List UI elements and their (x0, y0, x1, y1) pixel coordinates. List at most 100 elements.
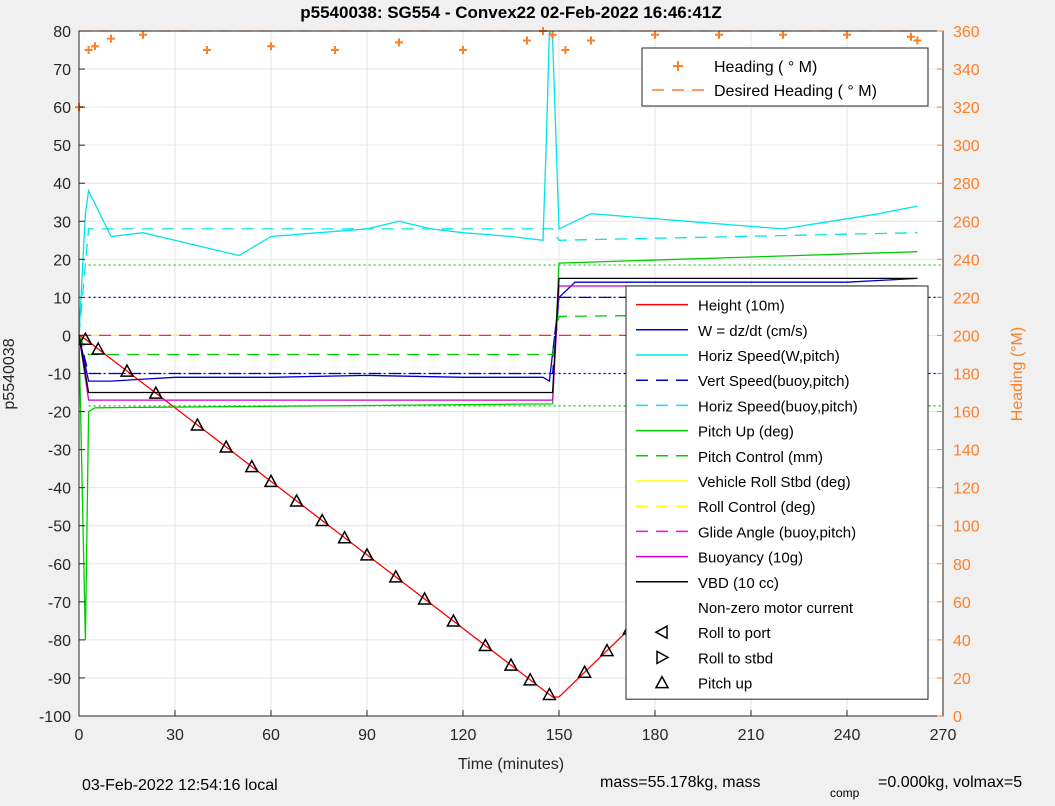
x-tick-label: 60 (262, 727, 280, 744)
y-left-tick-label: 60 (53, 100, 71, 117)
y-right-tick-label: 40 (953, 633, 971, 650)
series-line (78, 251, 918, 640)
y-left-tick-label: 20 (53, 252, 71, 269)
heading-point (913, 36, 922, 45)
x-tick-label: 0 (75, 727, 84, 744)
y-left-tick-label: 10 (53, 290, 71, 307)
chart-title: p5540038: SG554 - Convex22 02-Feb-2022 1… (300, 3, 721, 22)
legend-label: Horiz Speed(W,pitch) (698, 348, 840, 365)
legend-bottom: Height (10m) W = dz/dt (cm/s) Horiz Speed(… (625, 285, 929, 700)
pitch-up-marker (359, 547, 375, 561)
pitch-up-marker (417, 591, 432, 605)
y-right-tick-label: 280 (953, 176, 980, 193)
y-left-tick-label: -70 (48, 595, 71, 612)
pitch-up-marker (263, 473, 279, 488)
heading-point (91, 42, 99, 51)
pitch-up-marker (148, 385, 164, 399)
legend-top: Heading ( ° M) Desired Heading ( ° M) (641, 47, 929, 107)
x-tick-label: 120 (450, 727, 477, 744)
pitch-up-marker (78, 331, 93, 345)
x-tick-label: 90 (358, 727, 376, 744)
y-right-tick-label: 260 (953, 214, 980, 231)
y-right-tick-label: 100 (953, 519, 980, 536)
legend-label: Pitch Up (deg) (698, 424, 794, 441)
y-right-tick-label: 20 (953, 671, 971, 688)
x-tick-label: 270 (930, 727, 957, 744)
y-left-tick-label: -50 (48, 519, 71, 536)
y-left-tick-label: -20 (48, 405, 71, 422)
y-left-tick-label: -100 (39, 709, 71, 726)
y-left-tick-label: -40 (48, 481, 71, 498)
pitch-up-marker (542, 686, 557, 701)
legend-label: VBD (10 cc) (698, 575, 779, 592)
x-tick-label: 210 (738, 727, 765, 744)
y-right-tick-label: 340 (953, 62, 980, 79)
y-right-tick-label: 300 (953, 138, 980, 155)
footer-comp-subscript: comp (830, 786, 860, 800)
y-left-tick-label: -10 (48, 367, 71, 384)
y-axis-right-label: Heading (°M) (1009, 327, 1026, 421)
y-axis-left-label: p5540038 (1, 338, 18, 409)
legend-label: Pitch up (698, 676, 752, 693)
y-left-tick-label: 70 (53, 62, 71, 79)
y-right-tick-label: 160 (953, 405, 980, 422)
pitch-up-marker (119, 363, 135, 377)
legend-swatch (656, 650, 670, 665)
heading-point (107, 34, 115, 43)
pitch-up-marker (244, 459, 260, 473)
heading-point (523, 36, 531, 45)
heading-point (587, 36, 595, 45)
heading-point (561, 46, 570, 55)
footer-volmax: =0.000kg, volmax=5 (878, 774, 1022, 791)
y-left-tick-label: -90 (48, 671, 71, 688)
legend-label: Roll Control (deg) (698, 499, 816, 516)
legend-swatch (654, 624, 668, 640)
legend-label: Glide Angle (buoy,pitch) (698, 524, 856, 541)
pitch-up-marker (190, 417, 205, 431)
pitch-up-marker (289, 493, 304, 507)
pitch-up-marker (522, 672, 538, 686)
y-left-tick-label: 40 (53, 176, 71, 193)
heading-point (715, 30, 723, 39)
heading-point (139, 30, 147, 39)
series-line (78, 228, 918, 336)
y-right-ticks: 3603403203002802602402202001801601401201… (937, 24, 980, 726)
legend-label: Pitch Control (mm) (698, 449, 823, 466)
y-right-tick-label: 180 (953, 367, 980, 384)
legend-label: Desired Heading ( ° M) (714, 83, 877, 100)
pitch-up-marker (218, 439, 234, 453)
x-tick-label: 150 (546, 727, 573, 744)
legend-swatch (673, 61, 683, 71)
legend-label: Vehicle Roll Stbd (deg) (698, 474, 851, 491)
y-left-tick-label: -80 (48, 633, 71, 650)
pitch-up-marker (478, 637, 493, 652)
y-right-tick-label: 240 (953, 252, 980, 269)
series-line (78, 30, 918, 336)
y-right-tick-label: 120 (953, 481, 980, 498)
series-line (78, 296, 918, 375)
y-right-tick-label: 60 (953, 595, 971, 612)
x-axis-label: Time (minutes) (458, 756, 564, 773)
y-left-tick-label: -30 (48, 443, 71, 460)
pitch-up-marker (599, 643, 615, 657)
x-tick-label: 180 (642, 727, 669, 744)
y-right-tick-label: 140 (953, 443, 980, 460)
heading-point (651, 30, 659, 39)
y-left-tick-label: 30 (53, 214, 71, 231)
y-right-tick-label: 220 (953, 290, 980, 307)
legend-label: Horiz Speed(buoy,pitch) (698, 398, 858, 415)
legend-label: Buoyancy (10g) (698, 550, 803, 567)
pitch-up-marker (503, 657, 519, 671)
y-left-tick-label: 80 (53, 24, 71, 41)
footer-local-time: 03-Feb-2022 12:54:16 local (82, 777, 278, 794)
pitch-up-marker (90, 341, 106, 355)
x-tick-label: 30 (166, 727, 184, 744)
legend-label: Heading ( ° M) (714, 59, 817, 76)
pitch-up-marker (337, 530, 352, 544)
footer-mass: mass=55.178kg, mass (600, 774, 761, 791)
legend-label: Roll to stbd (698, 650, 773, 667)
heading-point (203, 46, 211, 55)
heading-point (331, 46, 339, 55)
